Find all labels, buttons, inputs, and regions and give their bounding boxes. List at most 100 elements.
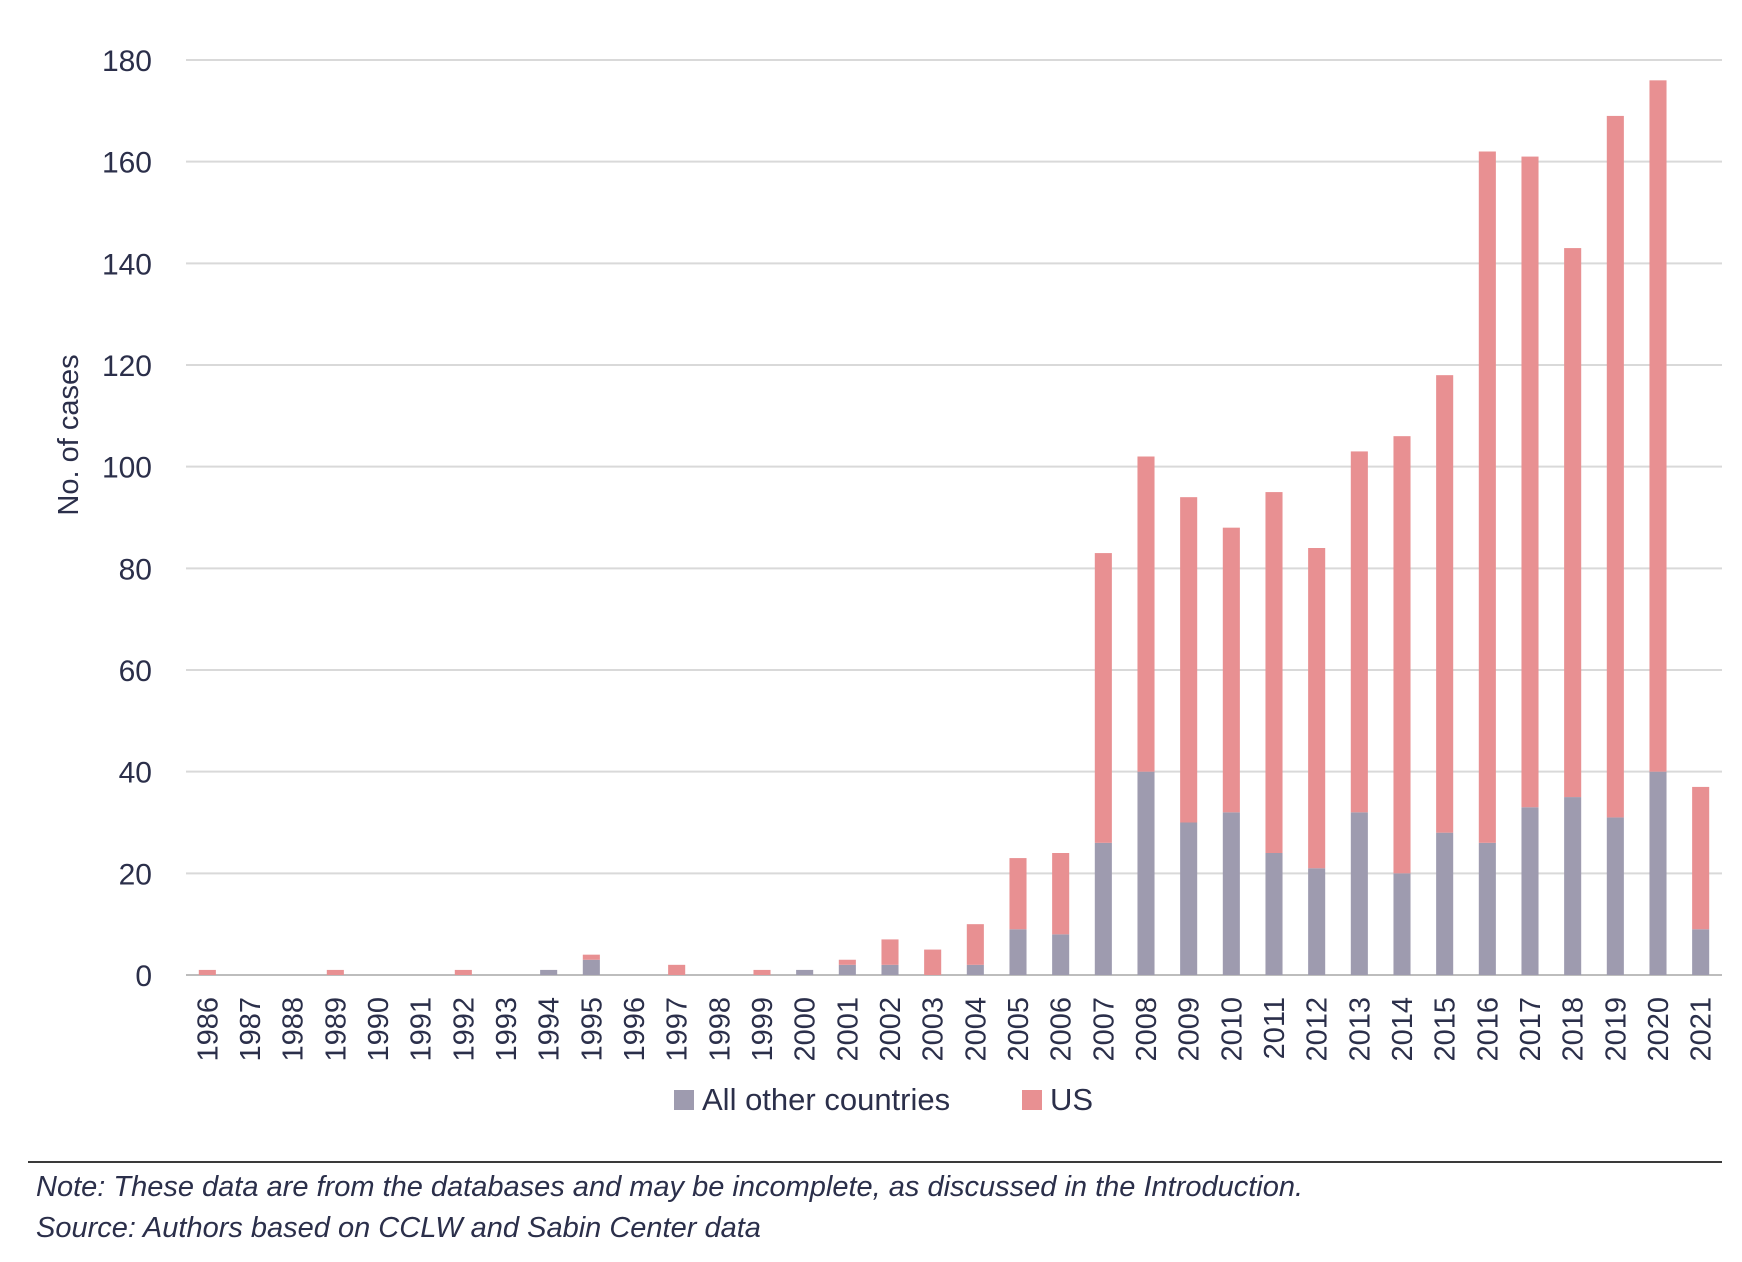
x-tick-label: 2019 [1600, 997, 1632, 1062]
x-tick-label: 2018 [1558, 997, 1590, 1062]
x-tick-label: 2020 [1643, 997, 1675, 1062]
x-tick-label: 1989 [320, 997, 352, 1062]
legend-label: All other countries [702, 1082, 950, 1117]
bar-us-1995 [582, 954, 600, 960]
bar-all-other-countries-1995 [582, 959, 600, 975]
bar-all-other-countries-2005 [1009, 929, 1027, 975]
bar-all-other-countries-2009 [1180, 822, 1198, 975]
y-tick-labels: 0 20 40 60 80 100 120 140 160 180 [102, 45, 152, 993]
bar-all-other-countries-2001 [838, 964, 856, 975]
bar-us-1992 [454, 969, 472, 975]
bar-all-other-countries-2000 [796, 969, 814, 975]
x-tick-label: 1992 [448, 997, 480, 1062]
y-tick-label: 0 [135, 960, 152, 993]
y-tick-label: 160 [102, 147, 152, 180]
x-tick-label: 2011 [1259, 997, 1291, 1059]
bar-us-2008 [1137, 456, 1155, 772]
bar-all-other-countries-2018 [1564, 797, 1582, 975]
y-tick-label: 40 [119, 757, 152, 790]
x-tick-label: 2013 [1344, 997, 1376, 1062]
bar-us-1989 [326, 969, 344, 975]
note-text: Note: These data are from the databases … [36, 1171, 1304, 1203]
x-tick-label: 2016 [1472, 997, 1504, 1062]
x-tick-label: 2010 [1216, 997, 1248, 1062]
legend: All other countries US [674, 1082, 1093, 1117]
x-tick-label: 1990 [363, 997, 395, 1062]
bar-us-2010 [1222, 527, 1240, 813]
bar-us-2006 [1052, 853, 1070, 935]
x-tick-label: 1986 [192, 997, 224, 1062]
x-tick-label: 1994 [534, 997, 566, 1062]
bar-us-2007 [1094, 553, 1112, 843]
y-axis-label: No. of cases [53, 354, 85, 515]
y-tick-label: 80 [119, 553, 152, 586]
bar-us-2014 [1393, 436, 1411, 874]
x-tick-label: 2005 [1003, 997, 1035, 1062]
x-tick-label: 1995 [576, 997, 608, 1062]
bar-all-other-countries-2011 [1265, 853, 1283, 975]
x-tick-label: 2007 [1088, 997, 1120, 1062]
x-tick-label: 2000 [790, 997, 822, 1062]
x-tick-label: 1991 [406, 997, 438, 1062]
legend-label: US [1050, 1082, 1093, 1117]
x-tick-label: 1993 [491, 997, 523, 1062]
legend-swatch [674, 1090, 694, 1110]
bar-all-other-countries-2006 [1052, 934, 1070, 975]
note-divider [28, 1161, 1722, 1163]
x-tick-label: 2001 [832, 997, 864, 1062]
y-tick-label: 180 [102, 45, 152, 78]
bar-all-other-countries-2020 [1649, 771, 1667, 975]
x-tick-label: 2006 [1046, 997, 1078, 1062]
x-tick-label: 2017 [1515, 997, 1547, 1062]
x-tick-label: 2014 [1387, 997, 1419, 1062]
x-tick-label: 1997 [662, 997, 694, 1062]
bar-us-2012 [1308, 548, 1326, 869]
y-tick-label: 100 [102, 452, 152, 485]
bar-all-other-countries-2007 [1094, 842, 1112, 975]
y-tick-label: 20 [119, 858, 152, 891]
bar-us-2003 [924, 949, 942, 975]
bar-all-other-countries-1994 [540, 969, 558, 975]
x-tick-label: 2012 [1302, 997, 1334, 1062]
bar-all-other-countries-2013 [1350, 812, 1368, 975]
bar-us-2019 [1606, 115, 1624, 818]
bar-all-other-countries-2002 [881, 964, 899, 975]
bar-all-other-countries-2008 [1137, 771, 1155, 975]
x-tick-label: 2021 [1686, 997, 1718, 1062]
bar-all-other-countries-2012 [1308, 868, 1326, 975]
bar-us-2015 [1436, 375, 1454, 833]
x-tick-labels: 1986 1987 1988 1989 1990 1991 1992 1993 1994 1995… [192, 997, 1717, 1062]
bar-all-other-countries-2019 [1606, 817, 1624, 975]
x-tick-label: 1998 [704, 997, 736, 1062]
y-tick-label: 140 [102, 248, 152, 281]
bar-us-2016 [1478, 151, 1496, 843]
legend-swatch [1022, 1090, 1042, 1110]
bar-us-2002 [881, 939, 899, 965]
y-tick-label: 60 [119, 655, 152, 688]
bar-us-2001 [838, 959, 856, 965]
gridlines [186, 59, 1722, 976]
bar-us-2020 [1649, 80, 1667, 772]
x-tick-label: 1988 [278, 997, 310, 1062]
x-tick-label: 2008 [1131, 997, 1163, 1062]
x-tick-label: 1987 [235, 997, 267, 1062]
bar-all-other-countries-2010 [1222, 812, 1240, 975]
bar-us-2018 [1564, 248, 1582, 798]
bar-us-2017 [1521, 156, 1539, 808]
x-tick-label: 2009 [1174, 997, 1206, 1062]
bar-all-other-countries-2014 [1393, 873, 1411, 975]
bars [198, 80, 1710, 975]
x-tick-label: 2004 [960, 997, 992, 1062]
source-text: Source: Authors based on CCLW and Sabin … [36, 1212, 761, 1244]
bar-all-other-countries-2017 [1521, 807, 1539, 975]
bar-all-other-countries-2016 [1478, 842, 1496, 975]
bar-us-2013 [1350, 451, 1368, 813]
bar-all-other-countries-2021 [1692, 929, 1710, 975]
x-tick-label: 1996 [619, 997, 651, 1062]
bar-all-other-countries-2015 [1436, 832, 1454, 975]
bar-us-1997 [668, 964, 686, 975]
bar-us-2009 [1180, 497, 1198, 823]
bar-us-2005 [1009, 858, 1027, 930]
x-tick-label: 2015 [1430, 997, 1462, 1062]
